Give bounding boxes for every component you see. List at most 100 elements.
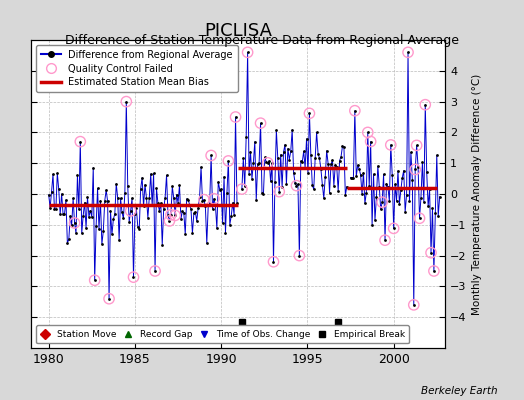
Point bbox=[136, 185, 145, 192]
Point bbox=[184, 196, 192, 203]
Point bbox=[108, 231, 116, 238]
Point bbox=[148, 202, 156, 209]
Point bbox=[428, 205, 436, 212]
Title: PICLISA: PICLISA bbox=[204, 22, 272, 40]
Point bbox=[388, 172, 397, 178]
Point bbox=[372, 194, 380, 200]
Point bbox=[256, 120, 265, 126]
Point bbox=[70, 220, 79, 226]
Point bbox=[365, 183, 374, 190]
Point bbox=[320, 195, 328, 201]
Point bbox=[125, 218, 134, 225]
Point bbox=[122, 98, 130, 105]
Point bbox=[224, 158, 233, 164]
Y-axis label: Monthly Temperature Anomaly Difference (°C): Monthly Temperature Anomaly Difference (… bbox=[472, 73, 482, 315]
Point bbox=[346, 174, 355, 181]
Point bbox=[78, 230, 86, 236]
Point bbox=[249, 160, 258, 166]
Point bbox=[182, 196, 191, 202]
Point bbox=[129, 274, 138, 280]
Point bbox=[58, 191, 66, 197]
Point bbox=[389, 225, 398, 232]
Point bbox=[387, 142, 395, 148]
Point bbox=[122, 98, 130, 105]
Point bbox=[213, 225, 221, 231]
Point bbox=[364, 129, 372, 136]
Point bbox=[159, 206, 168, 212]
Point bbox=[158, 241, 167, 248]
Point bbox=[245, 171, 253, 178]
Point bbox=[254, 161, 262, 167]
Point bbox=[434, 213, 442, 220]
Point bbox=[91, 277, 99, 284]
Point bbox=[130, 211, 139, 218]
Point bbox=[141, 182, 149, 188]
Point bbox=[134, 224, 142, 230]
Point bbox=[327, 161, 335, 168]
Point bbox=[205, 200, 214, 207]
Point bbox=[227, 213, 235, 219]
Point bbox=[126, 208, 135, 214]
Point bbox=[289, 170, 298, 176]
Point bbox=[155, 208, 163, 214]
Point bbox=[187, 206, 195, 213]
Point bbox=[275, 188, 283, 195]
Point bbox=[430, 268, 438, 274]
Point bbox=[244, 49, 252, 56]
Point bbox=[375, 183, 384, 190]
Point bbox=[167, 212, 175, 218]
Point bbox=[47, 189, 56, 195]
Point bbox=[310, 186, 318, 192]
Point bbox=[269, 258, 278, 265]
Point bbox=[111, 211, 119, 217]
Point bbox=[171, 212, 179, 218]
Point bbox=[121, 189, 129, 196]
Point bbox=[215, 186, 224, 193]
Point bbox=[180, 210, 188, 216]
Point bbox=[416, 215, 424, 222]
Point bbox=[204, 202, 212, 208]
Point bbox=[314, 150, 322, 157]
Point bbox=[404, 49, 412, 56]
Point bbox=[318, 182, 326, 188]
Point bbox=[164, 212, 172, 218]
Point bbox=[377, 206, 385, 213]
Legend: Station Move, Record Gap, Time of Obs. Change, Empirical Break: Station Move, Record Gap, Time of Obs. C… bbox=[36, 326, 409, 344]
Point bbox=[195, 194, 204, 200]
Point bbox=[52, 206, 60, 213]
Point bbox=[255, 160, 263, 166]
Point bbox=[333, 164, 341, 170]
Point bbox=[138, 174, 146, 181]
Point bbox=[96, 197, 105, 204]
Point bbox=[359, 170, 368, 176]
Point bbox=[274, 155, 282, 162]
Point bbox=[405, 198, 413, 204]
Point bbox=[260, 154, 269, 160]
Point bbox=[381, 237, 389, 243]
Point bbox=[157, 200, 165, 206]
Point bbox=[115, 237, 123, 243]
Point bbox=[220, 174, 228, 180]
Point bbox=[414, 164, 422, 170]
Point bbox=[224, 158, 233, 164]
Point bbox=[118, 209, 126, 216]
Point bbox=[64, 236, 73, 242]
Text: Difference of Station Temperature Data from Regional Average: Difference of Station Temperature Data f… bbox=[65, 34, 459, 47]
Point bbox=[85, 214, 93, 220]
Point bbox=[197, 164, 205, 170]
Point bbox=[325, 190, 334, 196]
Point bbox=[435, 194, 444, 200]
Point bbox=[82, 225, 90, 231]
Point bbox=[109, 216, 117, 222]
Point bbox=[292, 182, 301, 189]
Point bbox=[337, 153, 345, 160]
Point bbox=[392, 198, 401, 204]
Point bbox=[176, 182, 184, 188]
Point bbox=[258, 189, 266, 196]
Point bbox=[242, 134, 250, 140]
Point bbox=[418, 159, 427, 166]
Point bbox=[395, 200, 403, 207]
Point bbox=[340, 144, 348, 150]
Point bbox=[269, 258, 278, 265]
Point bbox=[201, 203, 210, 210]
